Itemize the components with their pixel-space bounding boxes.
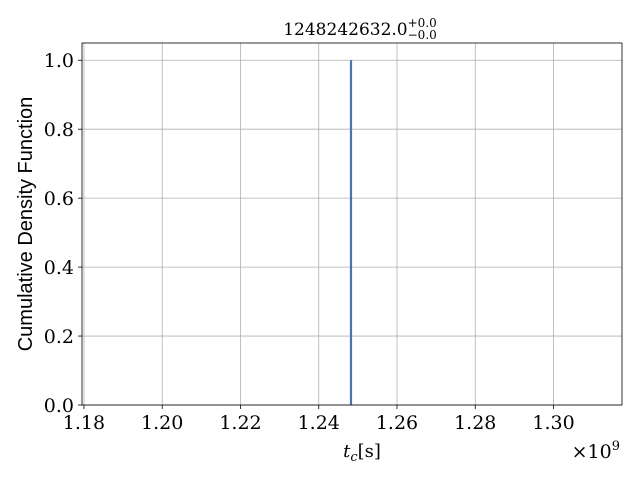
plot-frame — [81, 42, 623, 406]
y-tick-label: 1.0 — [44, 50, 74, 72]
x-axis-offset-label: ×109 — [572, 439, 620, 463]
x-tick-label: 1.30 — [532, 412, 574, 434]
y-tick-label: 0.0 — [44, 395, 74, 417]
y-axis-ticks: 0.0 0.2 0.4 0.6 0.8 1.0 — [44, 50, 82, 417]
x-tick-label: 1.24 — [298, 412, 340, 434]
y-axis-label: Cumulative Density Function — [15, 97, 37, 352]
x-tick-label: 1.28 — [454, 412, 496, 434]
x-axis-label: tc[s] — [343, 441, 381, 465]
x-tick-label: 1.26 — [376, 412, 418, 434]
x-tick-label: 1.20 — [141, 412, 183, 434]
x-tick-label: 1.18 — [63, 412, 105, 434]
y-tick-label: 0.6 — [44, 188, 74, 210]
x-axis-ticks: 1.18 1.20 1.22 1.24 1.26 1.28 1.30 — [63, 405, 575, 434]
chart-title: 1248242632.0+0.0 −0.0 — [283, 16, 437, 42]
y-tick-label: 0.4 — [44, 257, 74, 279]
x-tick-label: 1.22 — [219, 412, 261, 434]
y-tick-label: 0.2 — [44, 326, 74, 348]
y-tick-label: 0.8 — [44, 119, 74, 141]
